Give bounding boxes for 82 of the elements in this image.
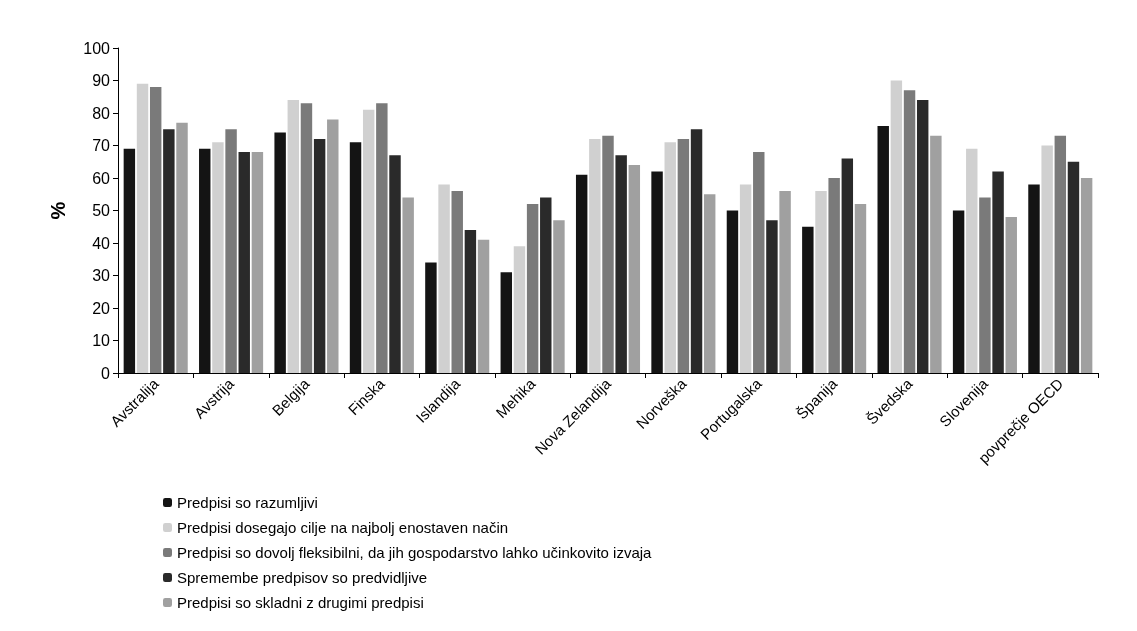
- bar: [163, 129, 175, 373]
- bar: [389, 155, 401, 373]
- bar: [327, 119, 339, 373]
- bar: [349, 142, 362, 373]
- legend-label: Predpisi so razumljivi: [177, 494, 318, 511]
- bar: [425, 262, 437, 373]
- bar: [703, 194, 716, 373]
- y-tick-label: 10: [92, 332, 111, 349]
- bar: [1028, 184, 1040, 373]
- bar: [136, 83, 149, 373]
- y-tick-label: 80: [92, 104, 111, 122]
- bar: [966, 148, 978, 373]
- bar: [464, 230, 477, 373]
- y-tick-label: 30: [92, 267, 111, 284]
- bar: [992, 171, 1004, 373]
- bar: [753, 152, 765, 373]
- bar: [362, 109, 375, 373]
- legend-label: Spremembe predpisov so predvidljive: [177, 569, 428, 586]
- bar: [313, 139, 326, 373]
- bar: [540, 197, 552, 373]
- bar: [123, 148, 136, 373]
- bar: [589, 139, 601, 373]
- y-tick-label: 70: [92, 137, 111, 154]
- legend-label: Predpisi dosegajo cilje na najbolj enostaven način: [177, 519, 509, 536]
- bar: [979, 197, 991, 373]
- bar: [854, 204, 867, 373]
- bar: [930, 135, 942, 373]
- bar: [690, 129, 703, 373]
- bar: [726, 210, 739, 373]
- bar: [287, 100, 300, 373]
- y-tick-label: 60: [92, 169, 111, 187]
- bar: [628, 165, 641, 373]
- y-axis-title: %: [47, 201, 69, 220]
- bar: [176, 122, 188, 373]
- y-tick-label: 100: [83, 39, 111, 57]
- bar: [739, 184, 752, 373]
- y-tick-label: 40: [92, 234, 111, 252]
- bar: [500, 272, 513, 373]
- y-tick-label: 0: [101, 364, 111, 382]
- bar: [238, 152, 250, 373]
- bar: [877, 126, 889, 373]
- bar: [779, 191, 791, 373]
- bar: [815, 191, 827, 373]
- bar: [890, 80, 903, 373]
- bar: [602, 135, 614, 373]
- y-tick-label: 50: [92, 202, 111, 219]
- bar: [451, 191, 463, 373]
- bar: [841, 158, 854, 373]
- bar: [402, 197, 414, 373]
- bar: [952, 210, 965, 373]
- y-tick-label: 20: [92, 299, 111, 317]
- bar: [553, 220, 565, 373]
- bar: [1054, 135, 1067, 373]
- bar: [677, 139, 690, 373]
- bar: [903, 90, 916, 373]
- bar: [300, 103, 313, 373]
- bar: [477, 239, 490, 373]
- bar: [376, 103, 388, 373]
- bar: [802, 226, 814, 373]
- bar: [274, 132, 286, 373]
- bar: [1080, 178, 1093, 373]
- bar: [149, 87, 162, 373]
- bar: [575, 174, 588, 373]
- bar: [916, 100, 929, 373]
- bar: [526, 204, 539, 373]
- bar: [1005, 217, 1017, 373]
- y-tick-label: 90: [92, 72, 111, 89]
- bar: [651, 171, 663, 373]
- bar: [438, 184, 450, 373]
- bar: [251, 152, 264, 373]
- legend-label: Predpisi so dovolj fleksibilni, da jih gospodarstvo lahko učinkovito izvaja: [177, 544, 653, 561]
- bar: [225, 129, 237, 373]
- bar: [513, 246, 526, 373]
- bar: [766, 220, 778, 373]
- bar: [828, 178, 840, 373]
- legend-label: Predpisi so skladni z drugimi predpisi: [177, 594, 424, 611]
- bar: [199, 148, 211, 373]
- bar: [1041, 145, 1053, 373]
- bar: [615, 155, 627, 373]
- bar: [212, 142, 224, 373]
- bar: [1067, 161, 1080, 373]
- bar: [664, 142, 676, 373]
